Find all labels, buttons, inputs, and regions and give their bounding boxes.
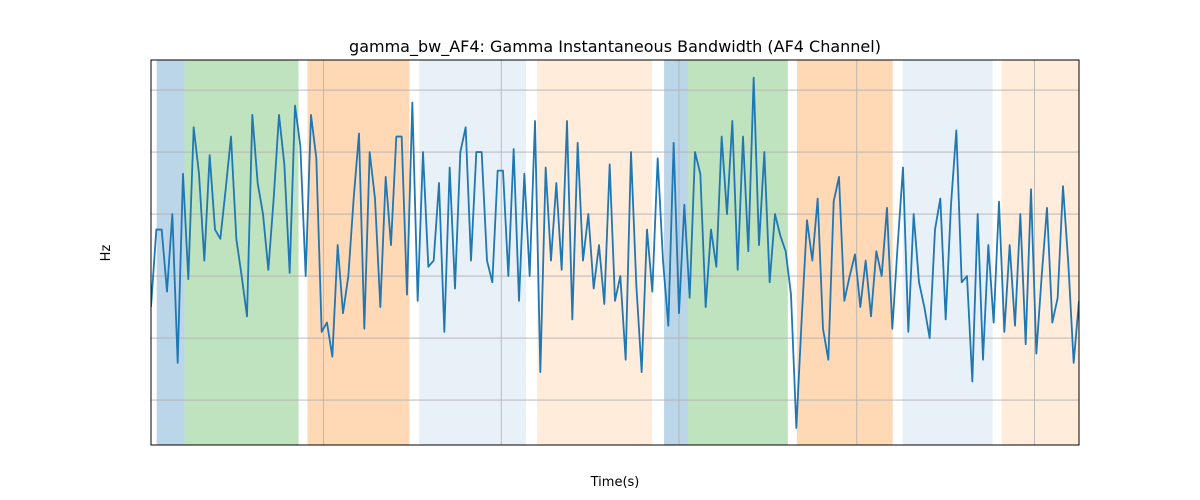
y-axis-label: Hz — [99, 245, 114, 262]
shaded-region — [184, 60, 299, 445]
data-line — [151, 76, 1079, 429]
plot-area: 100020003000400050007.67.88.08.28.48.6 — [151, 60, 1079, 445]
shaded-region — [419, 60, 527, 445]
plot-frame — [150, 59, 1080, 446]
shaded-region — [537, 60, 652, 445]
shaded-region — [664, 60, 689, 445]
shaded-region — [902, 60, 993, 445]
x-axis-label: Time(s) — [590, 475, 640, 490]
shaded-region — [307, 60, 410, 445]
chart-title: gamma_bw_AF4: Gamma Instantaneous Bandwi… — [349, 37, 881, 57]
shaded-region — [1001, 60, 1079, 445]
